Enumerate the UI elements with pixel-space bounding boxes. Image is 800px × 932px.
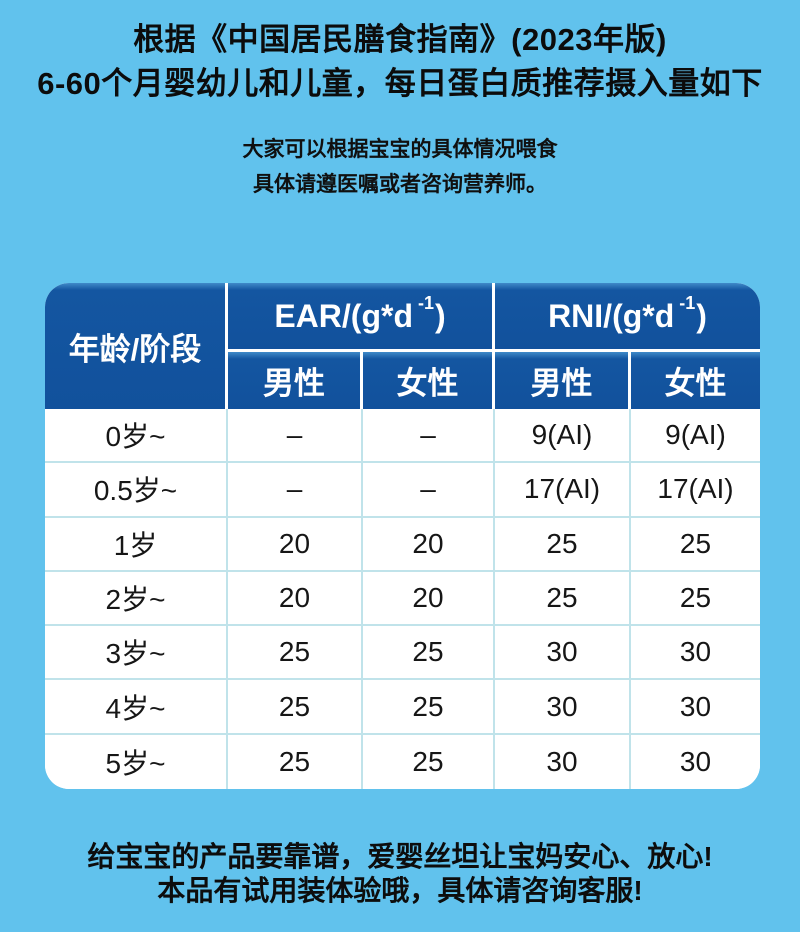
table-cell-ear-female: 20 — [363, 571, 495, 627]
table-cell-ear-male: 25 — [228, 680, 363, 735]
page-title: 根据《中国居民膳食指南》(2023年版) 6-60个月婴幼儿和儿童，每日蛋白质推… — [0, 18, 800, 106]
title-line-1: 根据《中国居民膳食指南》(2023年版) — [133, 22, 667, 57]
table-cell-rni-male: 9(AI) — [495, 409, 631, 464]
rni-label-base: RNI/(g*d — [548, 297, 675, 334]
table-cell-rni-female: 17(AI) — [631, 463, 760, 518]
footer-line-1: 给宝宝的产品要靠谱，爱婴丝坦让宝妈安心、放心! — [87, 841, 713, 872]
table-cell-ear-male: 25 — [228, 734, 363, 789]
feeding-note: 大家可以根据宝宝的具体情况喂食 具体请遵医嘱或者咨询营养师。 — [0, 132, 800, 202]
table-cell-rni-female: 30 — [631, 680, 760, 735]
table-cell-rni-male: 17(AI) — [495, 463, 631, 518]
table-cell-rni-female: 25 — [631, 571, 760, 627]
table-cell-rni-female: 30 — [631, 734, 760, 789]
table-cell-rni-male: 25 — [495, 517, 631, 572]
ear-male-header: 男性 — [228, 352, 363, 409]
note-line-2: 具体请遵医嘱或者咨询营养师。 — [253, 173, 547, 196]
table-cell-ear-female: – — [363, 409, 495, 464]
table-cell-rni-female: 30 — [631, 626, 760, 681]
table-cell-ear-male: – — [228, 463, 363, 518]
table-cell-ear-female: 25 — [363, 734, 495, 789]
table-cell-age: 0岁~ — [45, 409, 228, 464]
table-cell-rni-female: 9(AI) — [631, 409, 760, 464]
table-cell-rni-male: 30 — [495, 734, 631, 789]
table-cell-rni-male: 30 — [495, 680, 631, 735]
age-stage-header: 年龄/阶段 — [45, 283, 228, 409]
table-cell-rni-male: 25 — [495, 571, 631, 627]
footer-line-2: 本品有试用装体验哦，具体请咨询客服! — [157, 875, 643, 906]
table-cell-ear-male: – — [228, 409, 363, 464]
table-cell-age: 4岁~ — [45, 680, 228, 735]
ear-label-close: ) — [435, 297, 446, 334]
table-cell-ear-female: 20 — [363, 517, 495, 572]
table-cell-rni-female: 25 — [631, 517, 760, 572]
rni-group-header: RNI/(g*d -1) — [495, 283, 760, 352]
protein-intake-table: 年龄/阶段 EAR/(g*d -1) RNI/(g*d -1) 男性 女性 男性 女… — [45, 283, 760, 789]
ear-label-base: EAR/(g*d — [274, 297, 413, 334]
rni-female-header: 女性 — [631, 352, 760, 409]
title-line-2: 6-60个月婴幼儿和儿童，每日蛋白质推荐摄入量如下 — [37, 66, 763, 101]
footer-note: 给宝宝的产品要靠谱，爱婴丝坦让宝妈安心、放心! 本品有试用装体验哦，具体请咨询客… — [0, 840, 800, 908]
table-cell-ear-male: 20 — [228, 571, 363, 627]
note-line-1: 大家可以根据宝宝的具体情况喂食 — [242, 138, 558, 161]
ear-female-header: 女性 — [363, 352, 495, 409]
table-cell-ear-female: – — [363, 463, 495, 518]
ear-label-superscript: -1 — [417, 292, 434, 313]
table-cell-ear-female: 25 — [363, 626, 495, 681]
table-cell-ear-male: 25 — [228, 626, 363, 681]
table-cell-ear-male: 20 — [228, 517, 363, 572]
table-cell-rni-male: 30 — [495, 626, 631, 681]
table-cell-age: 0.5岁~ — [45, 463, 228, 518]
table-cell-age: 5岁~ — [45, 734, 228, 789]
rni-label-close: ) — [696, 297, 707, 334]
ear-group-header: EAR/(g*d -1) — [228, 283, 495, 352]
table-cell-age: 1岁 — [45, 517, 228, 572]
rni-male-header: 男性 — [495, 352, 631, 409]
rni-label-superscript: -1 — [679, 292, 696, 313]
table-cell-age: 3岁~ — [45, 626, 228, 681]
table-cell-ear-female: 25 — [363, 680, 495, 735]
table-cell-age: 2岁~ — [45, 571, 228, 627]
